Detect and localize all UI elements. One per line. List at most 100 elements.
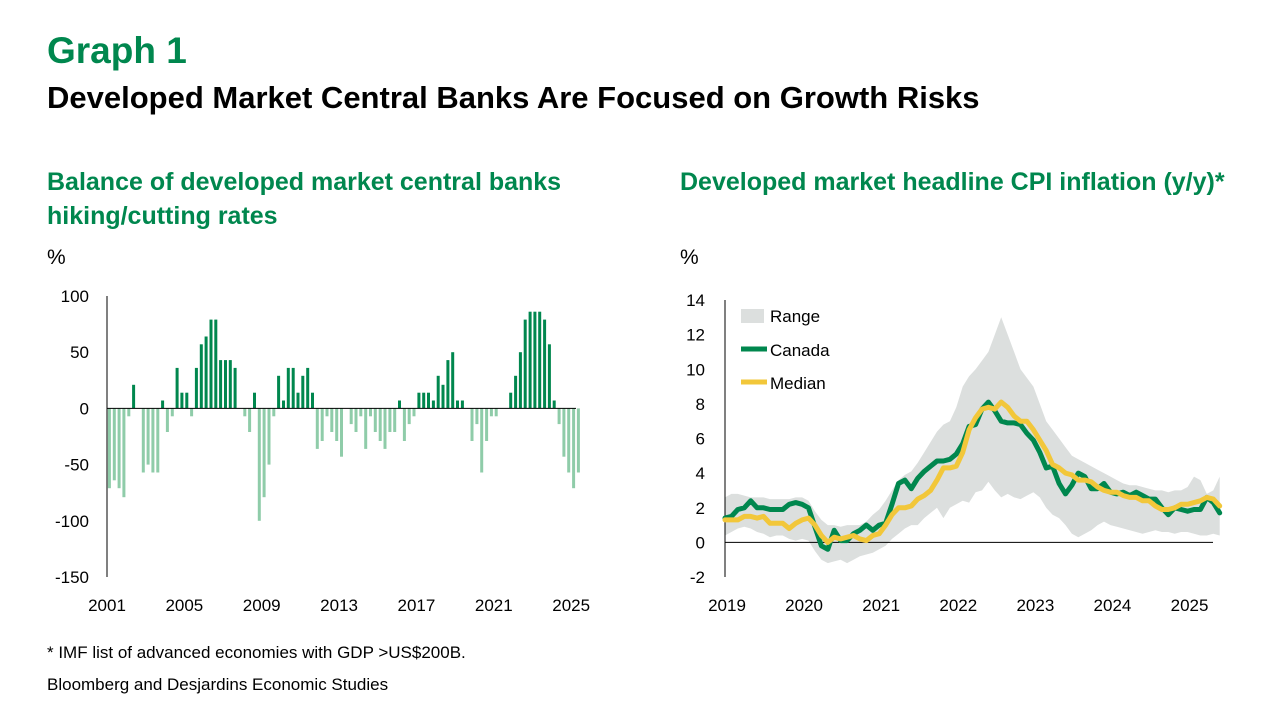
x-tick-label: 2021 [475, 596, 513, 615]
median-line [722, 399, 1223, 545]
bar [378, 408, 382, 441]
bar [335, 408, 339, 441]
bar [132, 384, 136, 409]
x-tick-label: 2001 [88, 596, 126, 615]
bar [383, 408, 387, 449]
y-tick-label: -50 [64, 456, 89, 475]
bar [219, 360, 223, 409]
bar [146, 408, 150, 465]
bar [427, 392, 430, 409]
bar [567, 408, 571, 473]
x-tick-label: 2005 [165, 596, 203, 615]
bar [107, 408, 111, 489]
bar [354, 408, 358, 432]
bar [460, 400, 464, 409]
bar [199, 344, 203, 409]
legend-label-range: Range [770, 307, 820, 326]
legend-label-median: Median [770, 374, 826, 393]
bar [436, 375, 440, 409]
bar [301, 375, 305, 409]
bar [272, 408, 276, 417]
bar [117, 408, 121, 489]
bar [456, 400, 459, 409]
left-chart-title: Balance of developed market central bank… [47, 168, 562, 230]
bar [330, 408, 334, 432]
bar [170, 408, 174, 417]
y-tick-label: 50 [70, 343, 89, 362]
y-tick-label: 6 [696, 430, 705, 449]
bar [325, 408, 329, 417]
bar [543, 319, 547, 409]
bar [233, 367, 237, 409]
bar [393, 408, 397, 432]
bar [228, 360, 232, 409]
bar [514, 375, 518, 409]
y-tick-label: -100 [55, 512, 89, 531]
bar [320, 408, 324, 441]
bar [267, 408, 271, 465]
graph-label: Graph 1 [47, 30, 187, 71]
bar [214, 319, 218, 409]
bar [291, 367, 295, 409]
bar [562, 408, 566, 457]
bar [364, 408, 368, 449]
bar [528, 311, 532, 409]
bar [572, 408, 576, 489]
bar [359, 408, 363, 417]
x-tick-label: 2019 [708, 596, 746, 615]
bar [547, 344, 551, 409]
x-tick-label: 2020 [785, 596, 823, 615]
y-tick-label: -2 [690, 568, 705, 587]
bar [165, 408, 169, 432]
bar [194, 367, 198, 409]
bar [112, 408, 116, 481]
bar [518, 352, 522, 409]
bar [340, 408, 343, 457]
bar [253, 392, 256, 409]
bar [156, 408, 160, 473]
bar [475, 408, 479, 425]
bar [422, 392, 426, 409]
bar [190, 408, 194, 417]
range-band [725, 317, 1220, 564]
bar [185, 392, 189, 409]
source-note: Bloomberg and Desjardins Economic Studie… [47, 675, 389, 694]
right-y-unit: % [680, 246, 699, 269]
x-tick-label: 2009 [243, 596, 281, 615]
legend-swatch-range [741, 309, 764, 323]
bar [243, 408, 247, 417]
bar [282, 400, 285, 409]
bar [315, 408, 319, 449]
bar [248, 408, 252, 432]
legend: Range Canada Median [741, 307, 830, 393]
bar [398, 400, 401, 409]
y-tick-label: 8 [696, 395, 705, 414]
bar [373, 408, 377, 432]
bar [489, 408, 493, 417]
bar [161, 400, 165, 409]
y-tick-label: 14 [686, 291, 705, 310]
bar [151, 408, 155, 473]
bar [175, 367, 179, 409]
bar [509, 392, 513, 409]
bar-chart: 100 50 0 -50 -100 -150 2001 2005 2009 2013 2017 202… [55, 287, 590, 615]
bar [286, 367, 290, 409]
bar [533, 311, 537, 409]
y-tick-label: 100 [61, 287, 89, 306]
bar [224, 360, 227, 409]
bar [296, 392, 300, 409]
y-tick-label: 0 [696, 533, 705, 552]
bar [485, 408, 489, 441]
bar [417, 392, 421, 409]
bar [388, 408, 392, 432]
bar [141, 408, 145, 473]
bar [557, 408, 561, 425]
bar [441, 384, 445, 409]
bar [277, 375, 281, 409]
bar [446, 360, 450, 409]
y-tick-label: 4 [696, 464, 705, 483]
bar [523, 319, 527, 409]
y-tick-label: 10 [686, 360, 705, 379]
x-tick-label: 2022 [939, 596, 977, 615]
